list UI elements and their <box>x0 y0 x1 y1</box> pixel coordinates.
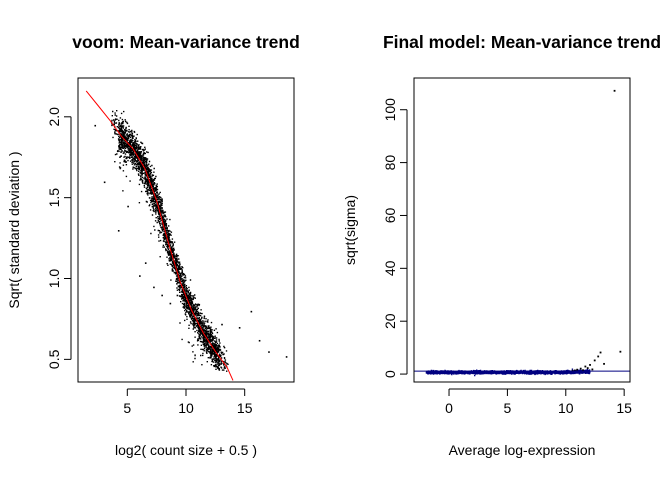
final-xtick-label: 10 <box>558 400 574 416</box>
voom-ytick-label: 1.0 <box>46 269 62 289</box>
voom-outlier-point <box>103 181 106 184</box>
final-outlier-point <box>619 350 622 353</box>
voom-outlier-point <box>176 294 179 297</box>
final-point-cloud <box>425 368 591 377</box>
final-ytick-label: 20 <box>382 313 398 329</box>
voom-outlier-point <box>139 275 141 277</box>
voom-xlabel: log2( count size + 0.5 ) <box>115 442 257 458</box>
final-outlier-point <box>586 367 589 369</box>
voom-outlier-point <box>153 286 155 289</box>
voom-outlier-point <box>161 294 163 297</box>
voom-x-axis: 5 10 15 <box>123 388 253 416</box>
final-x-axis: 0 5 10 15 <box>445 388 632 416</box>
panel-final: Final model: Mean-variance trend 0 5 10 15 … <box>342 32 661 458</box>
final-outlier-point <box>576 368 579 371</box>
final-outlier-point <box>599 351 602 354</box>
panel-voom: voom: Mean-variance trend 5 10 15 0.5 1.0 1.… <box>6 32 300 458</box>
voom-outliers <box>94 124 288 358</box>
voom-outlier-point <box>268 351 270 353</box>
final-outlier-point <box>613 89 616 92</box>
final-outlier-point <box>597 355 600 358</box>
voom-outlier-point <box>238 327 241 329</box>
voom-outlier-point <box>127 205 129 208</box>
final-ytick-label: 0 <box>382 370 398 378</box>
final-xtick-label: 5 <box>504 400 512 416</box>
final-outlier-point <box>573 369 576 372</box>
final-ylabel: sqrt(sigma) <box>342 195 358 265</box>
final-xtick-label: 0 <box>445 400 453 416</box>
final-y-axis: 0 20 40 60 80 100 <box>382 98 408 378</box>
voom-outlier-point <box>94 124 97 127</box>
voom-outlier-point <box>250 310 253 313</box>
voom-xtick-label: 15 <box>237 400 253 416</box>
final-ytick-label: 100 <box>382 98 398 122</box>
voom-outlier-point <box>117 230 120 232</box>
voom-outlier-point <box>144 262 147 264</box>
final-points <box>425 89 622 377</box>
voom-trend-line <box>85 90 234 381</box>
voom-xtick-label: 5 <box>123 400 131 416</box>
voom-ytick-label: 0.5 <box>46 349 62 369</box>
voom-point-cloud <box>110 110 229 372</box>
final-outlier-point <box>593 359 596 362</box>
final-xtick-label: 15 <box>616 400 632 416</box>
voom-outlier-point <box>169 302 172 305</box>
voom-xtick-label: 10 <box>178 400 194 416</box>
voom-y-axis: 0.5 1.0 1.5 2.0 <box>46 107 72 369</box>
voom-title: voom: Mean-variance trend <box>72 32 300 52</box>
final-ytick-label: 80 <box>382 155 398 171</box>
voom-plot-frame <box>77 77 295 383</box>
final-outlier-point <box>589 364 591 366</box>
voom-ytick-label: 2.0 <box>46 107 62 127</box>
final-outlier-point <box>582 369 584 372</box>
final-outlier-point <box>591 368 594 371</box>
final-plot-frame <box>413 77 631 383</box>
voom-points <box>110 110 229 372</box>
final-ytick-label: 40 <box>382 260 398 276</box>
voom-ylabel: Sqrt( standard deviation ) <box>6 151 22 308</box>
final-xlabel: Average log-expression <box>449 442 596 458</box>
voom-ytick-label: 1.5 <box>46 188 62 208</box>
final-outlier-point <box>584 365 587 368</box>
voom-outlier-point <box>285 356 288 358</box>
final-outlier-point <box>579 367 582 370</box>
voom-outlier-point <box>221 323 223 326</box>
final-ytick-label: 60 <box>382 207 398 223</box>
voom-outlier-point <box>258 339 261 342</box>
final-title: Final model: Mean-variance trend <box>383 32 661 52</box>
final-outlier-point <box>603 362 605 365</box>
